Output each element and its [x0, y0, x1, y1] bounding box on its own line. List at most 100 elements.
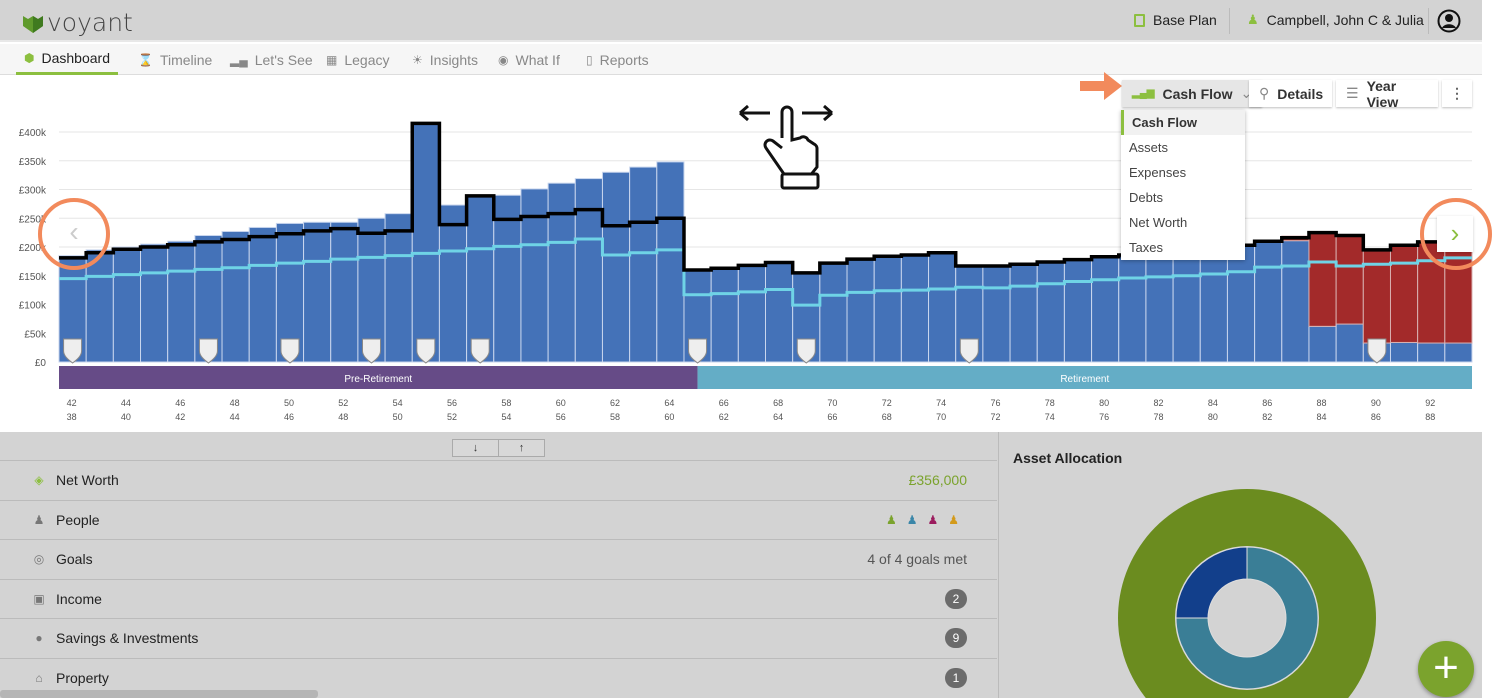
summary-row-goals[interactable]: ◎ Goals 4 of 4 goals met: [0, 539, 997, 579]
menu-item-cash-flow[interactable]: Cash Flow: [1121, 110, 1245, 135]
bar-income[interactable]: [1172, 251, 1201, 363]
bar-income[interactable]: [466, 194, 495, 363]
bar-income[interactable]: [900, 254, 930, 363]
bar-shortfall[interactable]: [1335, 235, 1364, 325]
goal-marker-icon[interactable]: [470, 338, 490, 364]
bar-income[interactable]: [357, 217, 386, 363]
goal-marker-icon[interactable]: [198, 338, 218, 364]
tab-insights[interactable]: ☀ Insights: [404, 44, 486, 75]
bar-income[interactable]: [221, 230, 250, 363]
chart-type-dropdown[interactable]: ▂▄▆ Cash Flow ⌄: [1122, 80, 1263, 107]
bar-income[interactable]: [1226, 244, 1256, 363]
bar-income[interactable]: [846, 258, 875, 363]
bar-income[interactable]: [737, 264, 766, 363]
bar-income[interactable]: [547, 182, 576, 363]
goal-marker-icon[interactable]: [1367, 338, 1387, 364]
bar-income[interactable]: [710, 267, 739, 363]
menu-item-taxes[interactable]: Taxes: [1129, 240, 1163, 255]
person-icon[interactable]: ♟: [906, 512, 918, 527]
bar-income[interactable]: [384, 213, 413, 363]
asset-allocation-chart[interactable]: [999, 432, 1483, 698]
bar-income[interactable]: [1036, 261, 1065, 363]
bar-income[interactable]: [982, 265, 1011, 363]
summary-row-people[interactable]: ♟ People ♟ ♟ ♟ ♟: [0, 499, 997, 540]
goal-marker-icon[interactable]: [63, 338, 83, 364]
person-icon[interactable]: ♟: [927, 512, 939, 527]
bar-income[interactable]: [656, 161, 685, 363]
bar-income[interactable]: [140, 243, 169, 363]
bar-income[interactable]: [303, 221, 332, 363]
summary-row-income[interactable]: ▣ Income 2: [0, 578, 997, 619]
bar-income[interactable]: [574, 178, 603, 363]
bar-income[interactable]: [1389, 341, 1419, 363]
inner-ring-slice[interactable]: [1175, 546, 1319, 690]
bar-income[interactable]: [330, 221, 359, 363]
bar-income[interactable]: [1308, 325, 1337, 363]
year-view-button[interactable]: ☰ Year View: [1336, 78, 1438, 110]
tab-reports[interactable]: ▯ Reports: [578, 44, 657, 75]
add-button[interactable]: +: [1418, 641, 1474, 697]
tab-timeline[interactable]: ⌛ Timeline: [130, 44, 220, 75]
bar-income[interactable]: [1254, 240, 1283, 363]
horizontal-scrollbar[interactable]: [0, 690, 318, 698]
tab-what-if[interactable]: ◉ What If: [490, 44, 568, 75]
bar-income[interactable]: [1009, 263, 1038, 363]
y-tick-label: £400k: [19, 128, 47, 139]
bar-income[interactable]: [819, 262, 848, 363]
bar-income[interactable]: [438, 204, 468, 363]
bar-income[interactable]: [112, 246, 142, 363]
bar-income[interactable]: [1335, 323, 1364, 363]
summary-row-savings-investments[interactable]: ● Savings & Investments 9: [0, 618, 997, 658]
age-tick-primary: 70: [827, 398, 837, 408]
expand-up-button[interactable]: ↑: [499, 440, 544, 456]
bar-income[interactable]: [873, 255, 902, 363]
cash-flow-chart[interactable]: £0 £50k £100k £150k £200k £250k £300k £350k £400…: [0, 75, 1482, 432]
menu-item-debts[interactable]: Debts: [1129, 190, 1163, 205]
tab-legacy[interactable]: ▦ Legacy: [318, 44, 398, 75]
bar-income[interactable]: [601, 171, 631, 363]
details-button[interactable]: ⚲ Details: [1249, 80, 1332, 107]
menu-item-assets[interactable]: Assets: [1129, 140, 1169, 155]
bar-income[interactable]: [765, 262, 794, 363]
summary-row-net-worth[interactable]: ◈ Net Worth £356,000: [0, 460, 997, 500]
menu-item-expenses[interactable]: Expenses: [1129, 165, 1187, 180]
person-icon[interactable]: ♟: [885, 512, 897, 527]
bar-income[interactable]: [1417, 342, 1446, 363]
more-options-button[interactable]: ⋮: [1442, 80, 1472, 107]
bar-income[interactable]: [167, 240, 196, 363]
y-tick-label: £0: [35, 358, 47, 369]
bar-income[interactable]: [629, 166, 658, 363]
bar-income[interactable]: [85, 249, 114, 363]
tab-dashboard[interactable]: ⬢ Dashboard: [16, 44, 118, 75]
bar-shortfall[interactable]: [1308, 232, 1337, 327]
bar-income[interactable]: [928, 252, 957, 363]
panel-resize-control: ↓ ↑: [452, 439, 545, 457]
goal-marker-icon[interactable]: [796, 338, 816, 364]
person-icon[interactable]: ♟: [948, 512, 959, 527]
bar-income[interactable]: [1281, 240, 1310, 363]
bar-income[interactable]: [1118, 254, 1147, 363]
bar-shortfall[interactable]: [1389, 244, 1419, 343]
bar-income[interactable]: [1091, 256, 1120, 363]
user-account-icon[interactable]: [1437, 9, 1461, 33]
client-selector[interactable]: ♟ Campbell, John C & Julia: [1247, 12, 1424, 28]
bar-income[interactable]: [1444, 342, 1473, 363]
goal-marker-icon[interactable]: [416, 338, 436, 364]
inner-ring-slice[interactable]: [1175, 546, 1248, 619]
collapse-down-button[interactable]: ↓: [453, 440, 499, 456]
age-tick-secondary: 76: [1099, 412, 1109, 422]
goal-marker-icon[interactable]: [688, 338, 708, 364]
goal-marker-icon[interactable]: [361, 338, 381, 364]
tab-let-s-see[interactable]: ▂▄ Let's See: [222, 44, 321, 75]
summary-row-property[interactable]: ⌂ Property 1: [0, 657, 997, 698]
bar-income[interactable]: [248, 226, 277, 363]
bar-income[interactable]: [1063, 259, 1093, 363]
goal-marker-icon[interactable]: [959, 338, 979, 364]
bar-income[interactable]: [1199, 248, 1228, 363]
logo[interactable]: voyant: [22, 8, 133, 37]
goal-marker-icon[interactable]: [280, 338, 300, 364]
bar-income[interactable]: [1145, 252, 1174, 363]
plan-selector[interactable]: Base Plan: [1134, 12, 1217, 28]
menu-item-net-worth[interactable]: Net Worth: [1129, 215, 1188, 230]
bar-income[interactable]: [411, 122, 440, 363]
